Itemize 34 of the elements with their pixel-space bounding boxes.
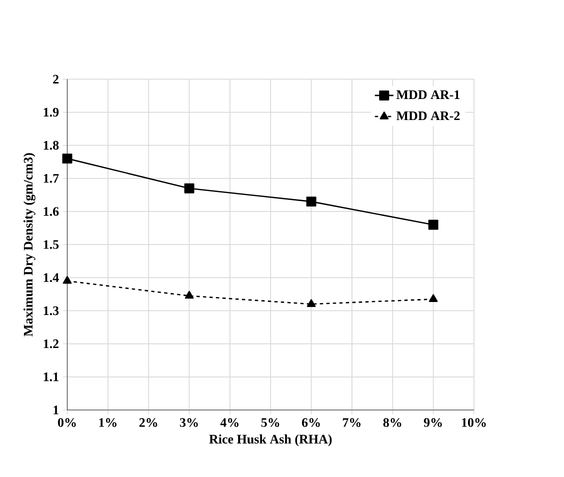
point bbox=[62, 153, 72, 164]
y-tick-label: 1.7 bbox=[44, 174, 59, 183]
x-tick-label: 10% bbox=[462, 418, 486, 427]
point bbox=[306, 196, 316, 206]
point bbox=[184, 290, 194, 299]
y-tick-label: 1.3 bbox=[44, 306, 59, 316]
x-tick-label: 2% bbox=[139, 418, 158, 427]
y-tick-label: 1.2 bbox=[44, 339, 59, 348]
x-tick-label: 0% bbox=[58, 418, 76, 427]
point bbox=[306, 299, 316, 307]
point bbox=[184, 183, 194, 194]
point bbox=[62, 276, 72, 284]
y-tick-label: 1 bbox=[54, 406, 58, 414]
y-tick-label: 1.8 bbox=[44, 140, 59, 150]
y-tick-label: 1.5 bbox=[44, 240, 59, 249]
y-tick-label: 1.1 bbox=[44, 372, 58, 382]
x-tick-label: 8% bbox=[383, 418, 402, 427]
x-tick-label: 5% bbox=[261, 418, 280, 427]
x-tick-label: 3% bbox=[180, 418, 198, 427]
legend-label: MDD AR-2 bbox=[396, 111, 460, 120]
x-tick-label: 1% bbox=[99, 418, 116, 427]
y-tick-label: 1.6 bbox=[44, 206, 59, 216]
point bbox=[428, 220, 438, 230]
y-tick-label: 1.9 bbox=[44, 108, 59, 117]
y-tick-label: 2 bbox=[53, 74, 59, 84]
x-axis-title: Rice Husk Ash (RHA) bbox=[209, 434, 332, 446]
legend-label: MDD AR-1 bbox=[396, 90, 460, 99]
y-tick-label: 1.4 bbox=[44, 273, 59, 282]
x-tick-label: 4% bbox=[220, 418, 238, 427]
x-tick-label: 9% bbox=[424, 418, 442, 427]
x-tick-label: 6% bbox=[302, 418, 320, 427]
x-tick-label: 7% bbox=[342, 418, 360, 427]
point bbox=[428, 294, 438, 302]
y-axis-title: Maximum Dry Density (gm/cm3) bbox=[23, 153, 36, 336]
